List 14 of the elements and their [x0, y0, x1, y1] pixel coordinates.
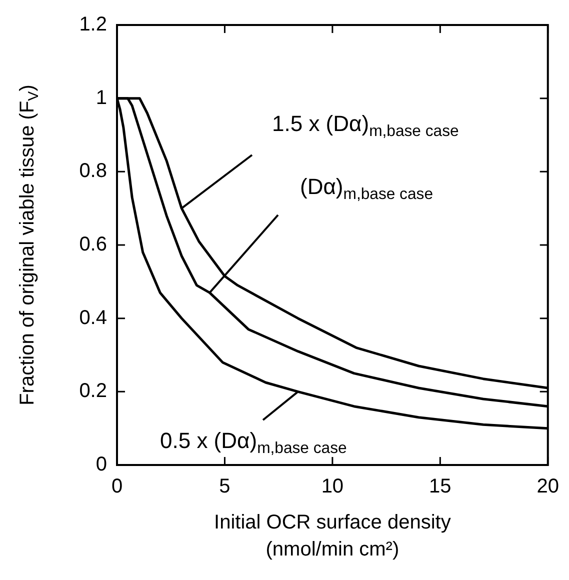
y-tick-label: 0.4	[79, 306, 107, 329]
y-axis-title: Fraction of original viable tissue (FV)	[16, 84, 42, 406]
x-tick-label: 0	[111, 476, 123, 498]
y-tick-label: 0.6	[79, 234, 107, 256]
y-tick-label: 1	[96, 86, 107, 109]
y-tick-label: 0.8	[79, 160, 107, 182]
y-tick-label: 0	[96, 454, 107, 476]
y-tick-label: 1.2	[79, 14, 107, 36]
x-tick-label: 5	[219, 476, 230, 498]
x-axis-title: Initial OCR surface density (nmol/min cm²)	[214, 512, 451, 561]
y-tick-label: 0.2	[79, 380, 107, 402]
x-tick-label: 20	[536, 476, 559, 498]
x-tick-label: 15	[429, 476, 452, 498]
x-tick-label: 10	[321, 476, 344, 498]
